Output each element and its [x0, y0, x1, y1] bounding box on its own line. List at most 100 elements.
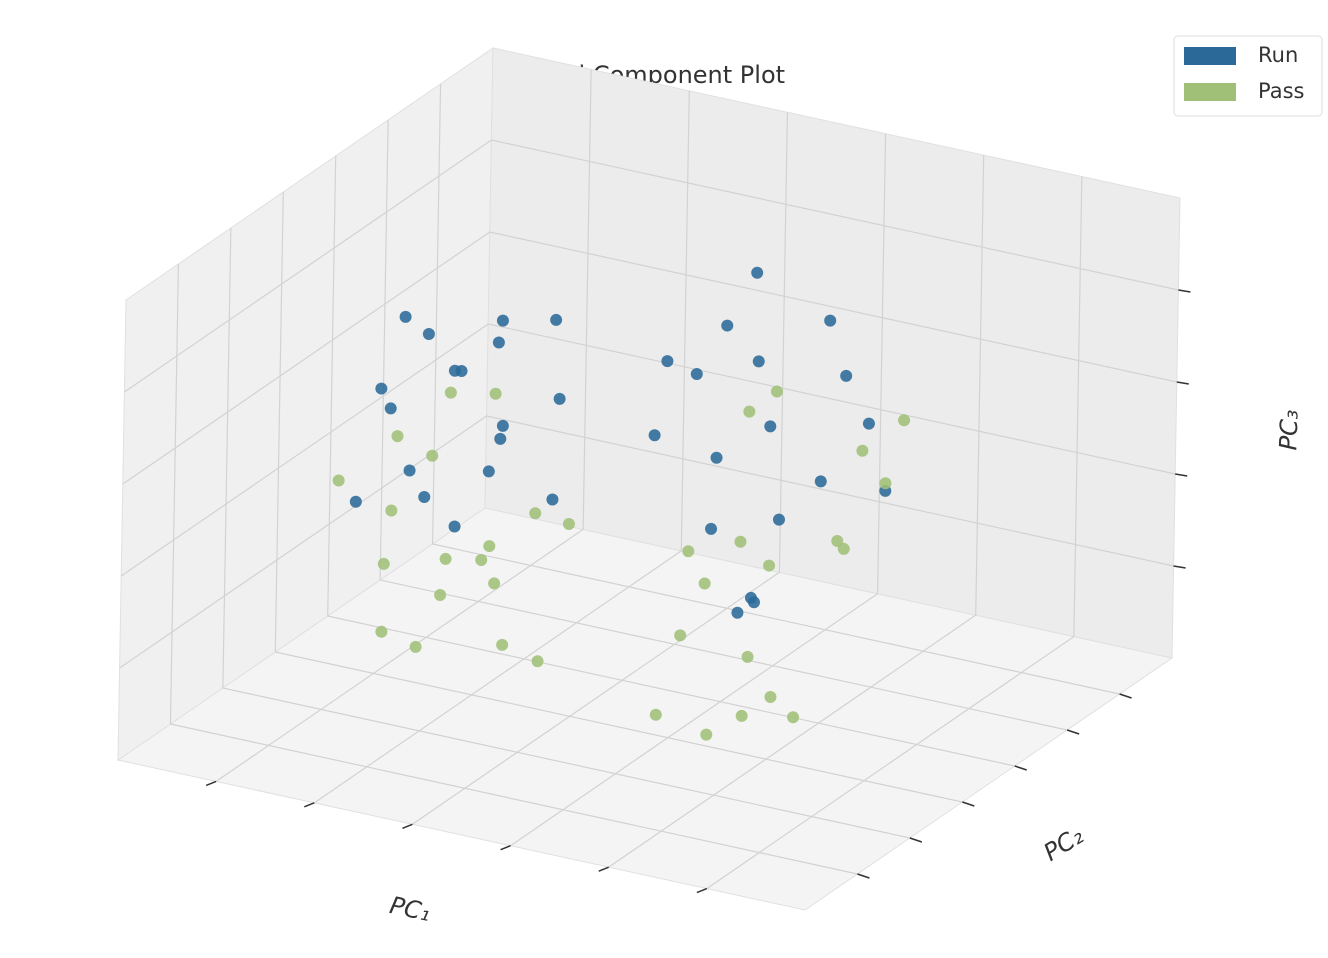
legend-swatch — [1184, 47, 1236, 65]
data-point — [418, 491, 431, 504]
legend-swatch — [1184, 83, 1236, 101]
grid-line — [169, 263, 180, 725]
data-point — [741, 650, 754, 663]
data-point — [489, 387, 502, 400]
data-point — [698, 577, 711, 590]
data-point — [721, 319, 734, 332]
data-point — [455, 364, 468, 377]
data-point — [710, 451, 723, 464]
data-point — [529, 507, 542, 520]
data-point — [752, 355, 765, 368]
data-point — [731, 606, 744, 619]
grid-line — [313, 550, 682, 804]
grid-line — [489, 231, 1177, 383]
data-point — [682, 545, 695, 558]
tick-mark — [857, 873, 870, 879]
data-point — [744, 591, 757, 604]
tick-mark — [696, 887, 708, 894]
data-point — [879, 477, 892, 490]
tick-mark — [500, 845, 511, 851]
grid-line — [222, 227, 232, 689]
data-point — [546, 493, 559, 506]
data-point — [496, 314, 509, 327]
data-point — [814, 475, 827, 488]
data-point — [448, 520, 461, 533]
data-point — [375, 625, 388, 638]
grid-line — [122, 231, 491, 485]
x-axis-label: PC₁ — [387, 891, 433, 927]
grid-line — [124, 139, 492, 393]
tick-mark — [962, 801, 975, 807]
data-point — [562, 518, 575, 531]
grid-line — [491, 139, 1179, 291]
data-point — [492, 336, 505, 349]
data-point — [831, 535, 844, 548]
data-point — [649, 708, 662, 721]
grid-line — [222, 687, 910, 839]
data-point — [332, 474, 345, 487]
data-point — [772, 513, 785, 526]
data-point — [494, 432, 507, 445]
data-point — [898, 414, 911, 427]
data-point — [770, 385, 783, 398]
grid-line — [510, 593, 878, 847]
data-point — [735, 709, 748, 722]
grid-line — [975, 155, 985, 616]
data-point — [403, 464, 416, 477]
y-axis-label: PC₂ — [1039, 821, 1089, 867]
grid-line — [327, 155, 337, 617]
grid-line — [275, 651, 963, 803]
data-point — [661, 355, 674, 368]
back-pane — [484, 47, 1181, 659]
grid-line — [380, 579, 1068, 731]
legend: Run Pass — [1173, 35, 1323, 117]
tick-mark — [402, 823, 413, 829]
data-point — [482, 465, 495, 478]
data-point — [488, 577, 501, 590]
grid-line — [170, 723, 858, 875]
data-point — [824, 314, 837, 327]
data-point — [690, 368, 703, 380]
grid-line — [379, 119, 389, 581]
grid-line — [119, 415, 487, 669]
data-point — [434, 589, 447, 601]
data-point — [550, 313, 563, 326]
tick-mark — [304, 802, 315, 808]
z-axis-label: PC₃ — [1274, 409, 1303, 451]
grid-line — [488, 323, 1176, 475]
data-point — [862, 417, 875, 430]
data-point — [734, 535, 747, 548]
grid-line — [412, 571, 780, 825]
data-point — [444, 386, 457, 399]
data-point — [375, 382, 388, 395]
data-point — [553, 392, 566, 405]
data-point — [648, 429, 661, 442]
grid-line — [582, 69, 592, 530]
data-point — [837, 542, 850, 555]
axes-box — [116, 47, 1191, 911]
data-point — [764, 420, 777, 433]
data-point — [700, 728, 713, 741]
data-point — [705, 522, 718, 535]
tick-mark — [1178, 289, 1191, 293]
tick-mark — [1014, 765, 1027, 771]
tick-mark — [1176, 381, 1189, 385]
grid-line — [274, 191, 284, 653]
data-point — [475, 553, 488, 566]
grid-line — [876, 133, 887, 594]
data-point — [384, 402, 397, 415]
grid-line — [327, 615, 1015, 767]
tick-mark — [598, 866, 609, 872]
data-point — [764, 690, 777, 703]
grid-line — [486, 415, 1174, 567]
data-point — [422, 328, 435, 340]
data-point — [743, 405, 756, 418]
data-point — [496, 638, 509, 651]
grid-line — [120, 323, 489, 577]
grid-line — [608, 614, 977, 868]
data-point — [426, 449, 439, 462]
data-point — [409, 640, 422, 653]
grid-line — [215, 528, 584, 782]
